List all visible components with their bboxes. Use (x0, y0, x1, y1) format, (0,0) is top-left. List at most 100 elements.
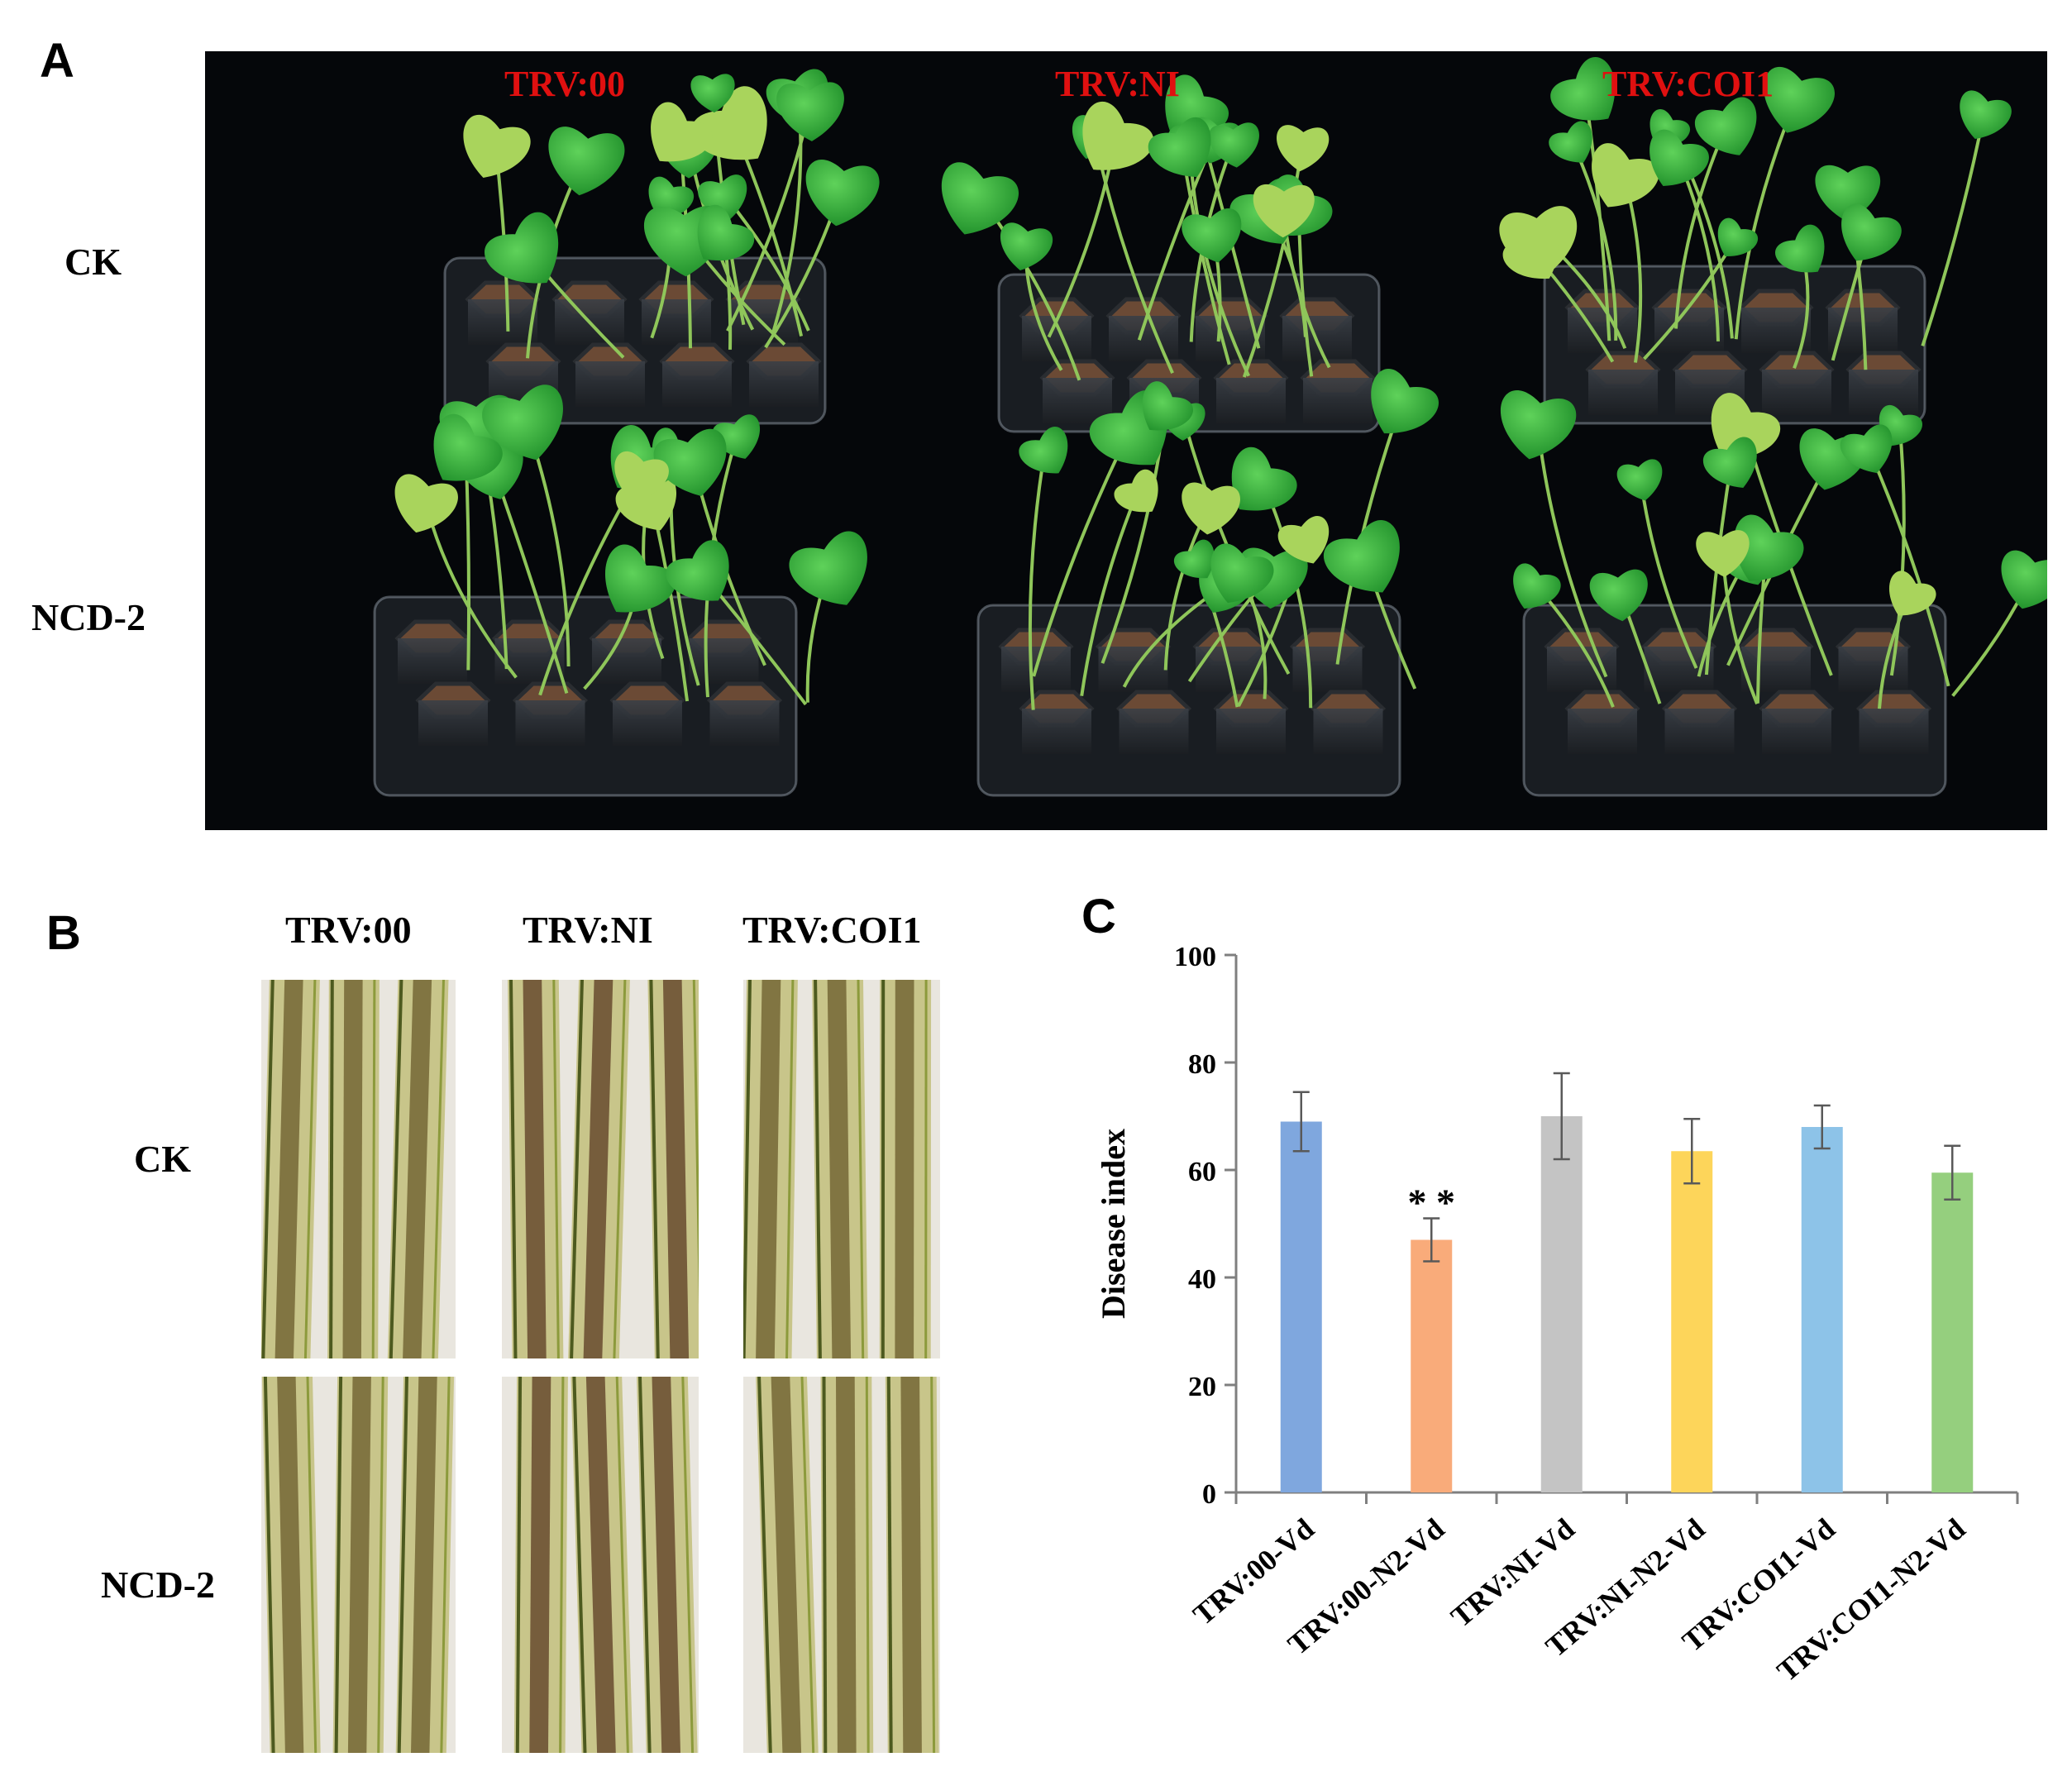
leaf-blade (394, 474, 458, 533)
stem-edge (303, 980, 317, 1358)
leaf (1148, 117, 1211, 178)
pot-wall (1849, 370, 1918, 415)
y-axis-label: Disease index (1095, 1129, 1132, 1319)
pot-wall (575, 361, 645, 407)
stem-vascular-browning (836, 1377, 857, 1753)
leaf-blade (605, 544, 676, 613)
leaf-blade (482, 384, 563, 461)
leaf (1082, 101, 1154, 170)
stem-edge (886, 1377, 893, 1753)
bar-trv-ni-vd (1540, 1116, 1583, 1492)
plant-stem (1080, 490, 1139, 696)
leaf (1649, 129, 1709, 187)
stem-edge (638, 1377, 652, 1753)
stem-vascular-browning (523, 980, 547, 1358)
leaf-blade (805, 160, 880, 227)
leaf (1702, 437, 1757, 488)
leaf-blade (463, 114, 531, 179)
leaf (1142, 381, 1194, 431)
stem-edge (857, 980, 865, 1358)
leaf-blade (1174, 539, 1215, 579)
stem-vascular-browning (652, 1377, 680, 1753)
stem-vascular-browning (342, 980, 363, 1358)
leaf-blade (1889, 571, 1936, 616)
leaf-blade (653, 428, 727, 496)
leaf (789, 531, 867, 605)
leaf-blade (1694, 97, 1757, 155)
leaf (433, 413, 503, 481)
stem-strip (395, 1377, 455, 1753)
stem-strip (812, 980, 868, 1358)
stem-vascular-browning (347, 1377, 371, 1753)
pot-wall (1216, 378, 1286, 423)
leaf (666, 540, 729, 601)
y-tick-label: 80 (1188, 1049, 1216, 1080)
pot-wall (1741, 647, 1811, 692)
leaf-blade (1702, 437, 1757, 488)
leaf (394, 474, 458, 533)
leaf (690, 74, 735, 113)
panel-a-col-trvcoi1: TRV:COI1 (1602, 64, 1774, 104)
x-tick-label: TRV:00-Vd (1186, 1511, 1320, 1631)
stem-edge (757, 1377, 772, 1753)
leaf (1717, 217, 1758, 256)
leaf-blade (1502, 225, 1559, 279)
stem-vascular-browning (529, 1377, 551, 1753)
stem-vascular-browning (277, 1377, 304, 1753)
leaf (697, 205, 755, 260)
leaf-blade (1592, 143, 1659, 208)
leaf (1174, 539, 1215, 579)
stem-vascular-browning (756, 980, 781, 1358)
leaf-blade (1717, 217, 1758, 256)
stem-edge (822, 1377, 828, 1753)
pot-wall (662, 361, 732, 407)
stem-edge (615, 1377, 629, 1753)
leaf (1182, 208, 1242, 263)
leaf-blade (1208, 122, 1259, 168)
leaf-blade (1764, 66, 1836, 133)
seedling-leaves (394, 57, 2047, 622)
pot-wall (613, 700, 682, 746)
stem-vascular-browning (771, 1377, 802, 1753)
panel-a-row-ck: CK (64, 241, 122, 283)
plant-photo: TRV:00 TRV:NI TRV:COI1 (205, 51, 2047, 830)
y-tick-label: 40 (1188, 1264, 1216, 1295)
pot-wall (468, 299, 537, 345)
leaf (651, 102, 713, 162)
leaf-blade (548, 127, 625, 196)
plant-stem (1674, 122, 1730, 329)
leaf-blade (1696, 530, 1750, 577)
leaf (1253, 184, 1315, 238)
panel-c-letter: C (1081, 890, 1116, 943)
leaf-blade (1550, 57, 1616, 121)
plant-stem (1639, 475, 1698, 669)
leaf (1841, 203, 1902, 261)
leaf-blade (1711, 393, 1781, 459)
plant-stem (1921, 112, 1986, 347)
stem-edge (515, 1377, 523, 1753)
panel-a-col-trvni: TRV:NI (1055, 64, 1180, 104)
leaf-blade (1277, 516, 1330, 564)
leaf-blade (1277, 125, 1330, 172)
pot-wall (1762, 709, 1831, 754)
y-tick-label: 0 (1202, 1479, 1216, 1510)
significance-annotation: * * (1408, 1182, 1456, 1224)
leaf-blade (1775, 224, 1825, 273)
stem-strip (637, 1377, 698, 1753)
stem-edge (440, 1377, 451, 1753)
pot-wall (1838, 647, 1908, 692)
stem-strip (261, 980, 320, 1358)
stem-strip (261, 1377, 321, 1753)
stem-vascular-browning (583, 980, 613, 1358)
leaf-blade (1960, 90, 2012, 140)
y-tick-label: 20 (1188, 1372, 1216, 1402)
leaf-blade (666, 540, 729, 601)
stem-strip (508, 980, 564, 1358)
leaf-blade (485, 212, 559, 284)
leaf-blade (433, 413, 503, 481)
pot-wall (749, 361, 819, 407)
stem-vascular-browning (827, 980, 852, 1358)
stem-edge (389, 980, 403, 1358)
plant-stem (1242, 142, 1305, 378)
leaf-blade (1589, 569, 1648, 622)
